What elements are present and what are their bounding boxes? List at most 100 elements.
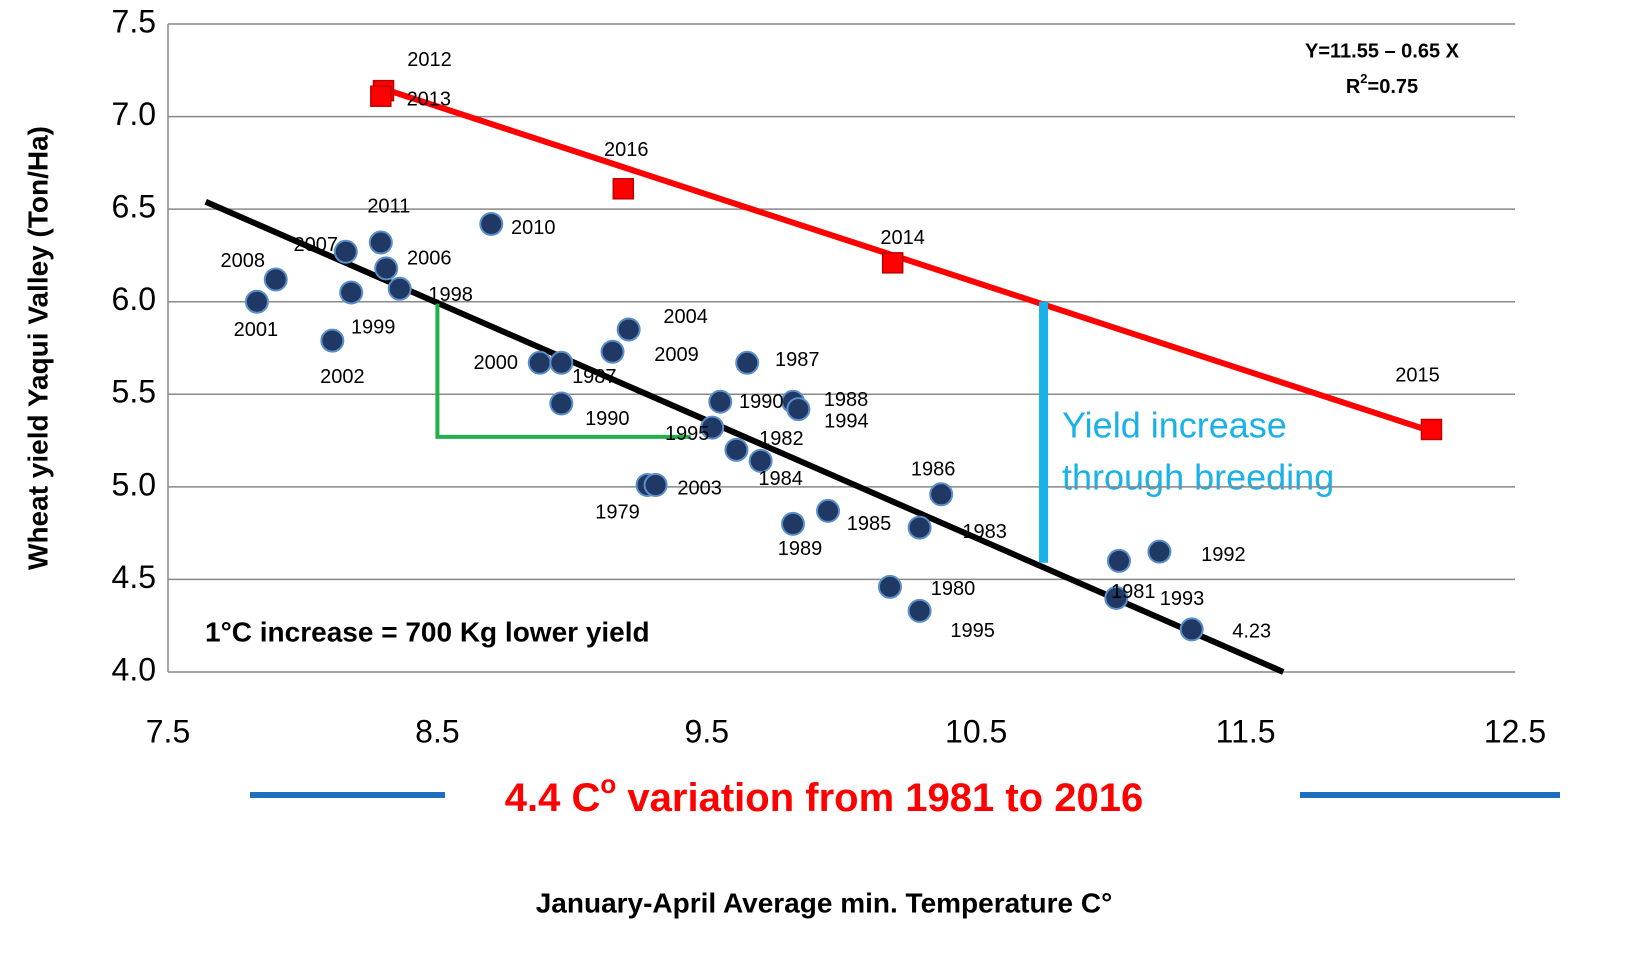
slope-note: 1°C increase = 700 Kg lower yield bbox=[205, 616, 650, 647]
point-label: 2008 bbox=[221, 250, 266, 272]
data-point bbox=[735, 350, 760, 375]
y-tick-label: 5.5 bbox=[112, 374, 156, 410]
data-point bbox=[244, 289, 269, 314]
breeding-note: Yield increase bbox=[1062, 405, 1287, 446]
data-point bbox=[700, 415, 725, 440]
data-point bbox=[263, 267, 288, 292]
point-label: 1998 bbox=[428, 284, 473, 306]
y-axis-label: Wheat yield Yaqui Valley (Ton/Ha) bbox=[22, 126, 53, 570]
point-label: 1995 bbox=[665, 423, 710, 445]
variation-note: 4.4 Co variation from 1981 to 2016 bbox=[505, 769, 1143, 820]
x-tick-label: 10.5 bbox=[945, 713, 1007, 749]
data-point bbox=[708, 389, 733, 414]
y-tick-label: 4.5 bbox=[112, 559, 156, 595]
point-label: 1979 bbox=[595, 501, 640, 523]
variation-sup: o bbox=[600, 769, 616, 799]
point-label: 1982 bbox=[759, 428, 804, 450]
point-label: 1989 bbox=[778, 538, 823, 560]
point-label: 1990 bbox=[739, 391, 784, 413]
point-label: 2001 bbox=[234, 319, 279, 341]
trend-line bbox=[382, 85, 1433, 435]
data-point bbox=[1179, 617, 1204, 642]
point-label: 1995 bbox=[950, 620, 995, 642]
data-point bbox=[1106, 548, 1131, 573]
y-tick-label: 5.0 bbox=[112, 466, 156, 502]
point-label: 1999 bbox=[351, 317, 396, 339]
x-tick-label: 8.5 bbox=[415, 713, 459, 749]
point-label: 2003 bbox=[677, 477, 722, 499]
y-tick-label: 4.0 bbox=[112, 651, 156, 687]
equation: Y=11.55 – 0.65 X bbox=[1305, 40, 1460, 62]
data-point bbox=[881, 252, 904, 274]
data-point bbox=[612, 178, 635, 200]
breeding-note: through breeding bbox=[1062, 457, 1334, 498]
data-point bbox=[320, 328, 345, 353]
point-label: 1988 bbox=[824, 389, 869, 411]
r2-base: R bbox=[1346, 76, 1361, 98]
point-label: 1993 bbox=[1160, 588, 1205, 610]
point-label: 1990 bbox=[585, 408, 630, 430]
point-label: 2002 bbox=[320, 366, 365, 388]
data-point bbox=[1147, 539, 1172, 564]
data-point bbox=[643, 473, 668, 498]
point-label: 2011 bbox=[367, 196, 410, 218]
data-point bbox=[616, 317, 641, 342]
data-point bbox=[929, 482, 954, 507]
x-tick-label: 11.5 bbox=[1216, 713, 1276, 749]
x-tick-label: 12.5 bbox=[1484, 713, 1546, 749]
point-label: 1980 bbox=[931, 578, 976, 600]
point-label: 1984 bbox=[758, 468, 803, 490]
data-point bbox=[781, 511, 806, 536]
point-label: 1983 bbox=[962, 521, 1007, 543]
point-label: 2000 bbox=[474, 352, 519, 374]
y-tick-label: 7.0 bbox=[112, 96, 156, 132]
data-point bbox=[907, 515, 932, 540]
point-label: 1985 bbox=[847, 513, 892, 535]
data-point bbox=[1420, 418, 1443, 441]
r-squared: R2=0.75 bbox=[1346, 71, 1418, 98]
point-label: 2013 bbox=[407, 88, 452, 110]
variation-rest: variation from 1981 to 2016 bbox=[616, 776, 1143, 820]
x-axis-label: January-April Average min. Temperature C… bbox=[536, 887, 1113, 918]
point-label: 2015 bbox=[1395, 365, 1440, 387]
data-point bbox=[368, 230, 393, 255]
data-point bbox=[816, 498, 841, 523]
data-point bbox=[907, 598, 932, 623]
point-label: 2016 bbox=[604, 139, 649, 161]
variation-base: 4.4 C bbox=[505, 776, 601, 820]
data-point bbox=[724, 437, 749, 462]
point-label: 2014 bbox=[880, 227, 925, 249]
data-point bbox=[527, 350, 552, 375]
r2-rest: =0.75 bbox=[1368, 76, 1419, 98]
y-tick-label: 6.5 bbox=[112, 189, 156, 225]
point-label: 2012 bbox=[407, 49, 452, 71]
trend-line bbox=[435, 303, 691, 439]
data-point bbox=[877, 574, 902, 599]
x-tick-label: 7.5 bbox=[146, 713, 190, 749]
point-label: 2004 bbox=[663, 306, 708, 328]
data-point bbox=[600, 339, 625, 364]
data-point bbox=[1104, 585, 1129, 610]
point-label: 1986 bbox=[911, 459, 956, 481]
point-label: 1992 bbox=[1201, 544, 1246, 566]
y-tick-label: 6.0 bbox=[112, 281, 156, 317]
r2-sup: 2 bbox=[1360, 71, 1367, 86]
data-point bbox=[748, 448, 773, 473]
y-tick-label: 7.5 bbox=[112, 3, 156, 39]
point-label: 2009 bbox=[654, 344, 699, 366]
data-point bbox=[479, 211, 504, 236]
data-point bbox=[333, 239, 358, 264]
data-point bbox=[370, 85, 392, 107]
data-point bbox=[786, 397, 811, 422]
x-tick-label: 9.5 bbox=[685, 713, 729, 749]
point-label: 1981 bbox=[1111, 581, 1156, 603]
point-label: 4.23 bbox=[1232, 621, 1271, 643]
point-label: 2006 bbox=[407, 248, 452, 270]
point-label: 2007 bbox=[294, 234, 339, 256]
data-point bbox=[339, 280, 364, 305]
point-label: 1994 bbox=[824, 410, 869, 432]
data-point bbox=[387, 276, 412, 301]
data-point bbox=[549, 391, 574, 416]
point-label: 1987 bbox=[572, 366, 617, 388]
